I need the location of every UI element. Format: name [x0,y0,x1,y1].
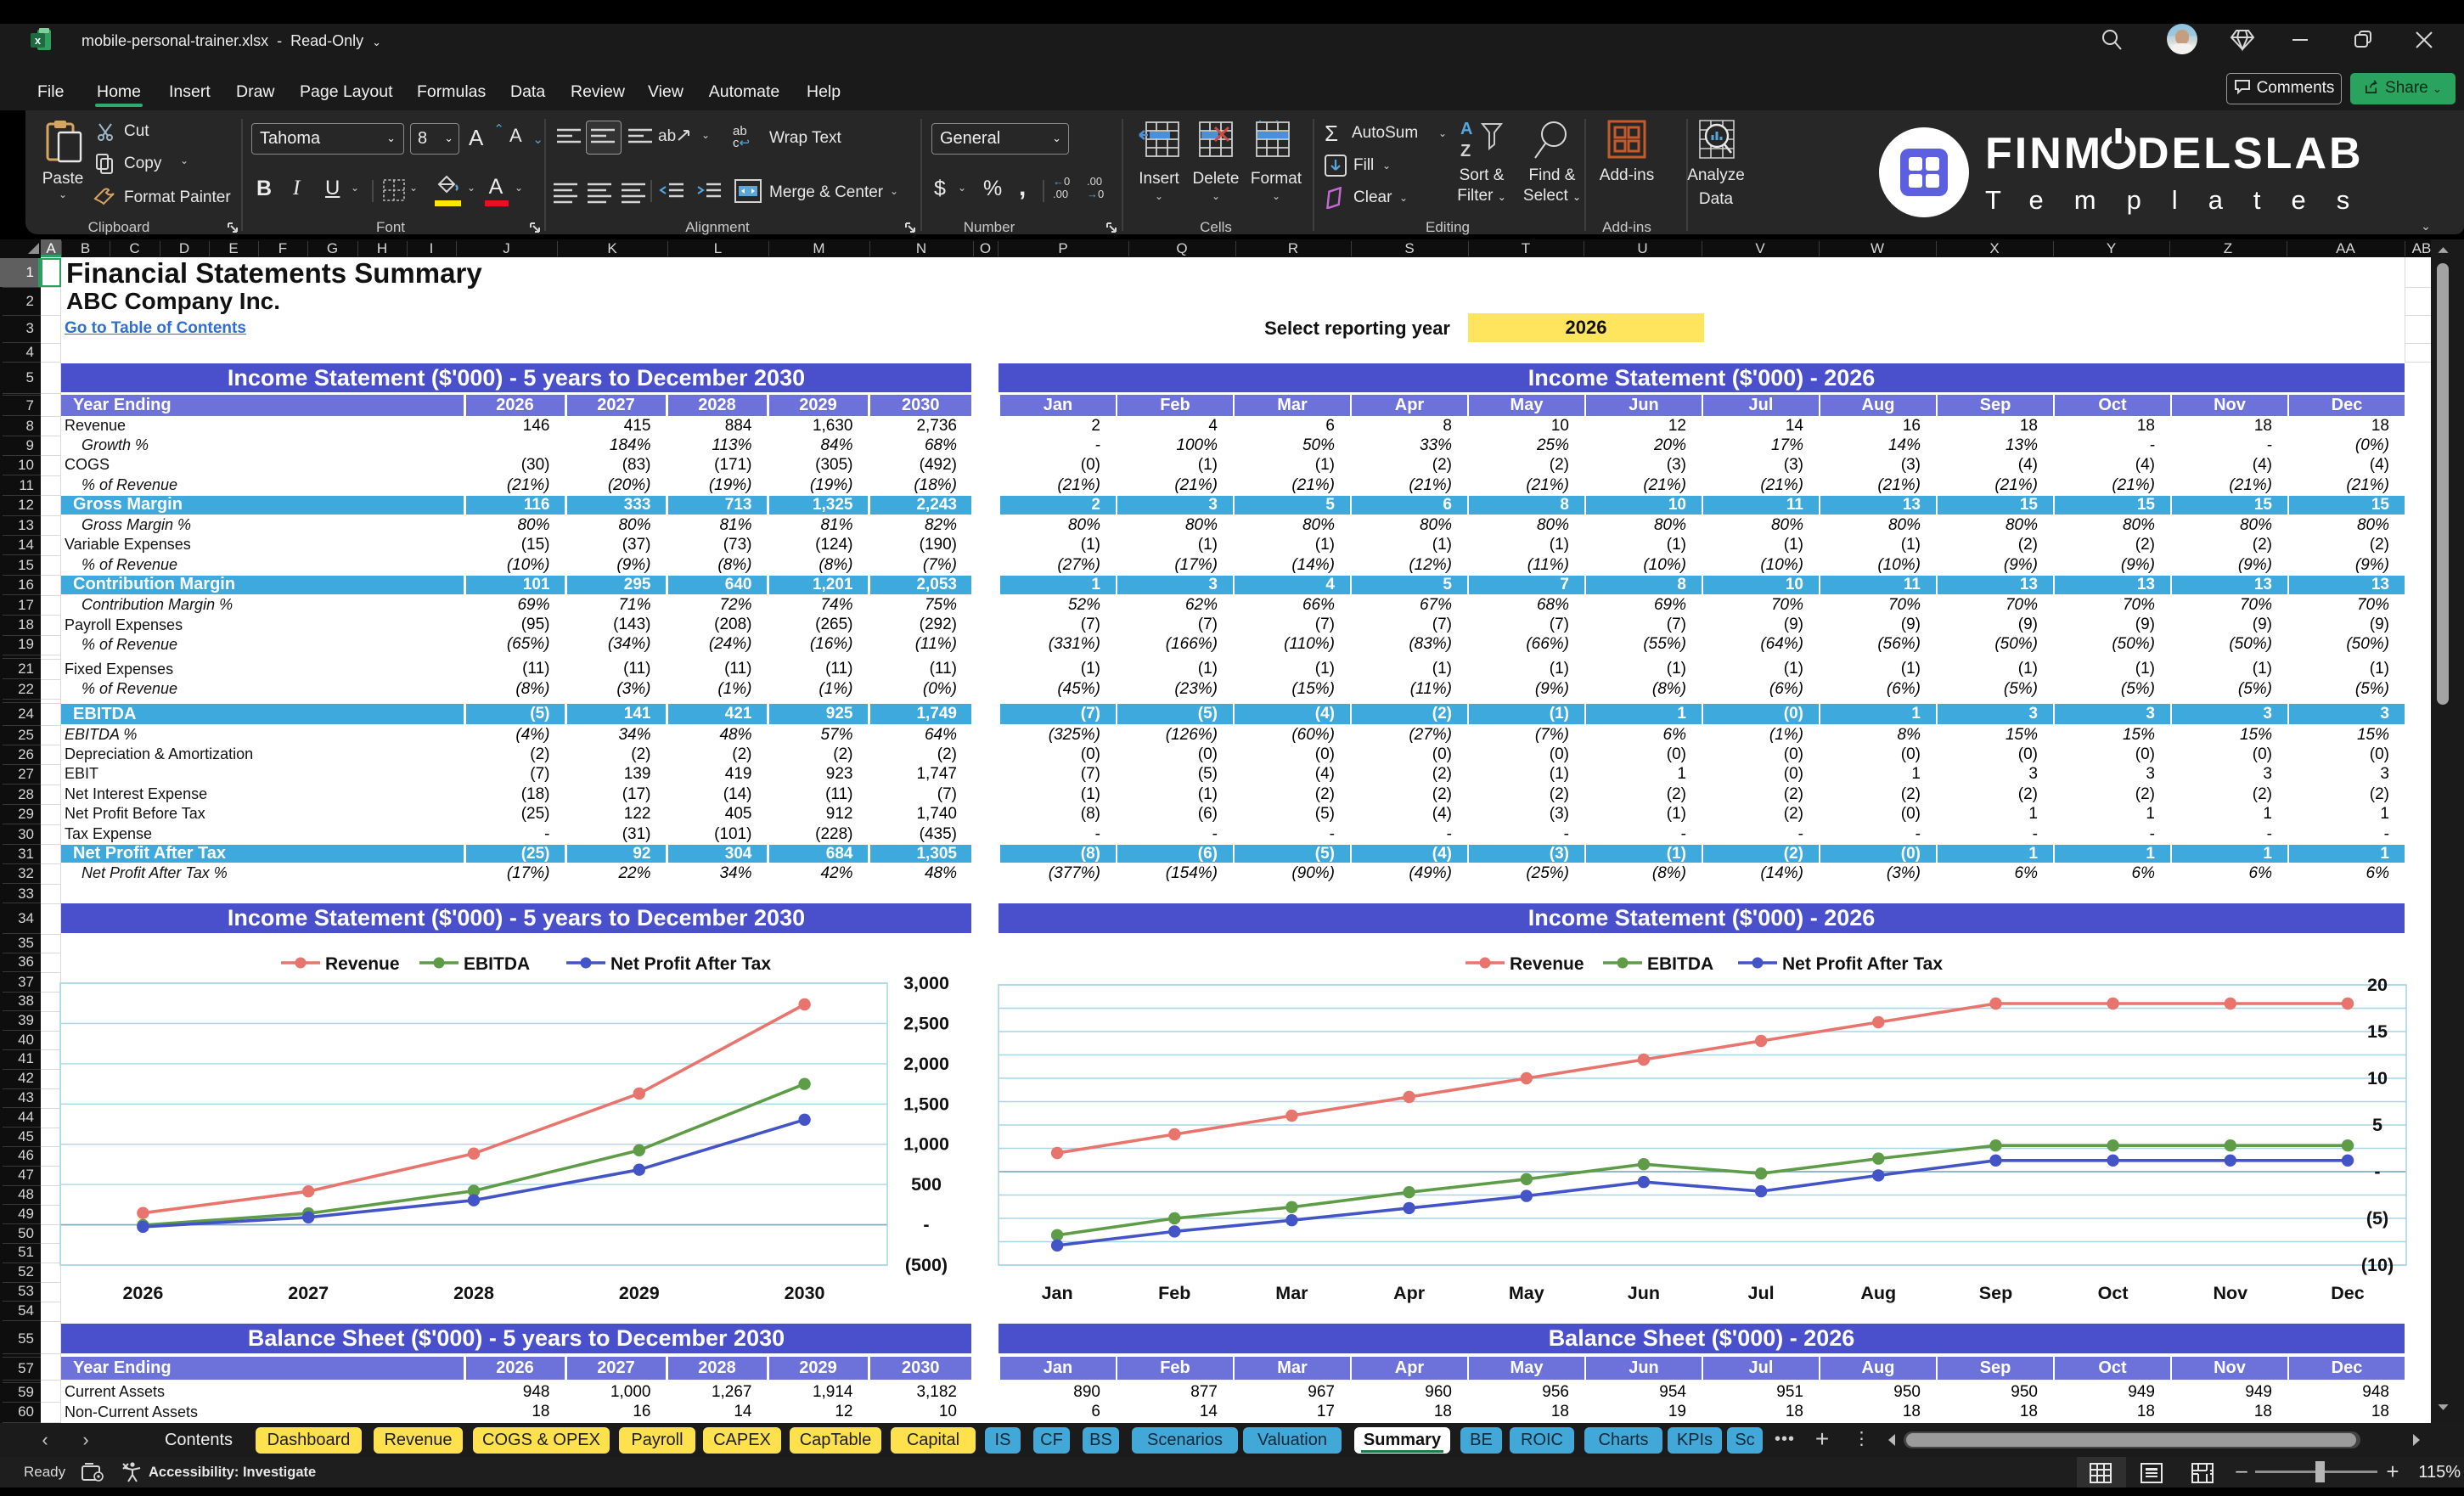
svg-text:Z: Z [1460,142,1471,160]
svg-text:x: x [35,34,42,47]
svg-text:A: A [1460,120,1472,138]
svg-text:DELSLAB: DELSLAB [2137,129,2364,178]
svg-text:FINM: FINM [1985,129,2103,178]
svg-text:Templates: Templates [1985,185,2380,215]
